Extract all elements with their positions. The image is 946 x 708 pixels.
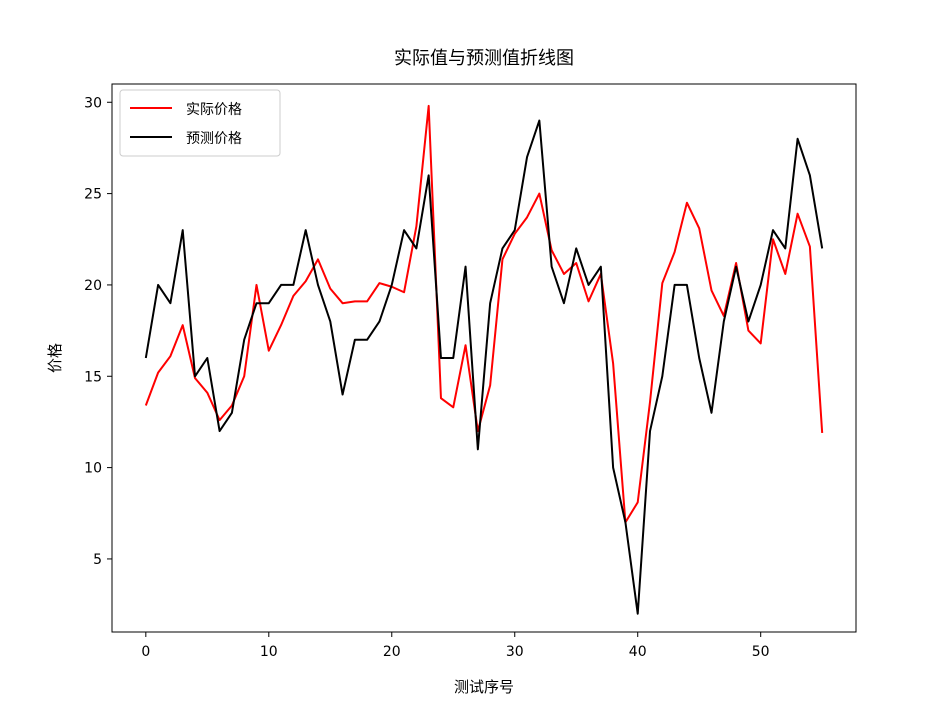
x-axis-label: 测试序号 xyxy=(454,678,514,696)
x-tick-label: 0 xyxy=(141,644,150,660)
legend-label-predicted: 预测价格 xyxy=(186,131,242,147)
y-axis: 5 10 15 20 25 30 xyxy=(84,95,112,568)
chart-title: 实际值与预测值折线图 xyxy=(394,48,574,69)
x-tick-label: 20 xyxy=(383,644,401,660)
y-tick-label: 15 xyxy=(84,369,102,385)
x-tick-label: 50 xyxy=(752,644,770,660)
y-tick-label: 25 xyxy=(84,187,102,203)
y-tick-label: 5 xyxy=(93,552,102,568)
x-tick-label: 40 xyxy=(629,644,647,660)
y-axis-label: 价格 xyxy=(46,343,64,373)
y-tick-label: 10 xyxy=(84,461,102,477)
x-tick-label: 10 xyxy=(260,644,278,660)
series-layer xyxy=(144,104,824,615)
y-tick-label: 20 xyxy=(84,278,102,294)
x-axis: 0 10 20 30 40 50 xyxy=(141,632,770,660)
series-line-0 xyxy=(144,104,824,524)
legend: 实际价格 预测价格 xyxy=(119,89,281,157)
legend-box xyxy=(119,89,281,157)
legend-label-actual: 实际价格 xyxy=(186,102,242,118)
x-tick-label: 30 xyxy=(506,644,524,660)
plot-area-frame xyxy=(111,83,857,633)
series-line-1 xyxy=(144,119,824,615)
y-tick-label: 30 xyxy=(84,95,102,111)
